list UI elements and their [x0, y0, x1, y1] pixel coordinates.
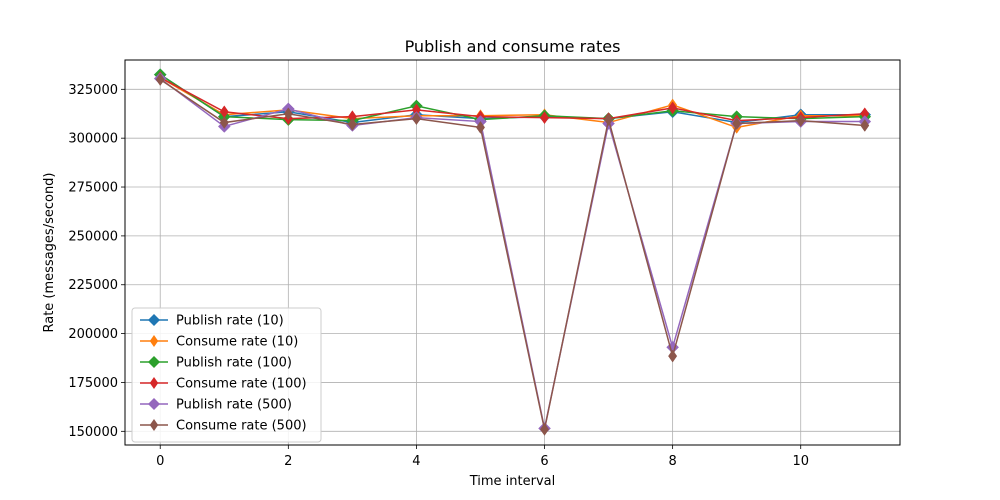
- legend: Publish rate (10) Consume rate (10) Publis…: [131, 307, 322, 443]
- legend-label: Consume rate (10): [176, 335, 298, 350]
- series-line: [159, 76, 865, 129]
- x-tick-label: 0: [156, 454, 164, 469]
- legend-item: Consume rate (10): [140, 335, 298, 350]
- legend-label: Publish rate (10): [176, 314, 284, 329]
- series-layer: [153, 68, 872, 436]
- y-axis-label: Rate (messages/second): [42, 172, 57, 332]
- legend-item: Consume rate (100): [140, 377, 307, 392]
- y-tick-label: 225000: [68, 278, 118, 293]
- data-point: [668, 101, 678, 115]
- plot-frame: [124, 59, 901, 446]
- y-tick-label: 200000: [68, 327, 118, 342]
- data-point: [668, 349, 678, 363]
- series-line: [159, 76, 865, 122]
- series-line: [159, 78, 865, 430]
- legend-label: Consume rate (100): [176, 377, 307, 392]
- legend-item: Consume rate (500): [140, 419, 307, 434]
- legend-item: Publish rate (500): [140, 398, 292, 413]
- legend-label: Publish rate (100): [176, 356, 292, 371]
- data-point: [155, 73, 165, 86]
- y-tick-label: 250000: [68, 229, 118, 244]
- x-tick-label: 8: [668, 454, 676, 469]
- legend-item: Publish rate (100): [140, 356, 292, 371]
- legend-marker: [148, 314, 160, 326]
- x-tick-label: 6: [540, 454, 548, 469]
- y-tick-label: 300000: [68, 132, 118, 147]
- x-tick-label: 2: [284, 454, 292, 469]
- data-point: [411, 112, 421, 126]
- data-point: [283, 107, 293, 121]
- legend-item: Publish rate (10): [140, 314, 284, 329]
- y-tick-label: 175000: [68, 376, 118, 391]
- x-tick-label: 4: [412, 454, 420, 469]
- data-point: [540, 111, 550, 125]
- data-point: [347, 118, 357, 131]
- legend-marker: [148, 356, 160, 368]
- series-6: [155, 73, 870, 436]
- data-point: [219, 116, 229, 129]
- legend-marker: [149, 335, 159, 347]
- legend-marker: [149, 377, 159, 389]
- x-axis-label: Time interval: [469, 474, 556, 489]
- data-point: [796, 114, 806, 128]
- x-tick-label: 10: [792, 454, 809, 469]
- legend-label: Consume rate (500): [176, 419, 307, 434]
- data-point: [860, 119, 870, 132]
- y-tick-label: 150000: [68, 425, 118, 440]
- data-point: [604, 113, 614, 127]
- series-2: [155, 71, 870, 134]
- legend-marker: [148, 398, 160, 410]
- legend-marker: [149, 419, 159, 431]
- data-point: [540, 422, 550, 436]
- y-tick-label: 325000: [68, 83, 118, 98]
- chart-title: Publish and consume rates: [405, 37, 621, 56]
- legend-label: Publish rate (500): [176, 398, 292, 413]
- y-tick-label: 275000: [68, 181, 118, 196]
- legend-box: [131, 307, 322, 443]
- data-point: [732, 117, 742, 130]
- axis-ticks: 0 2 4 6 8 10 150000 175000 200000 225000 250000 275…: [68, 83, 809, 469]
- data-point: [475, 120, 485, 134]
